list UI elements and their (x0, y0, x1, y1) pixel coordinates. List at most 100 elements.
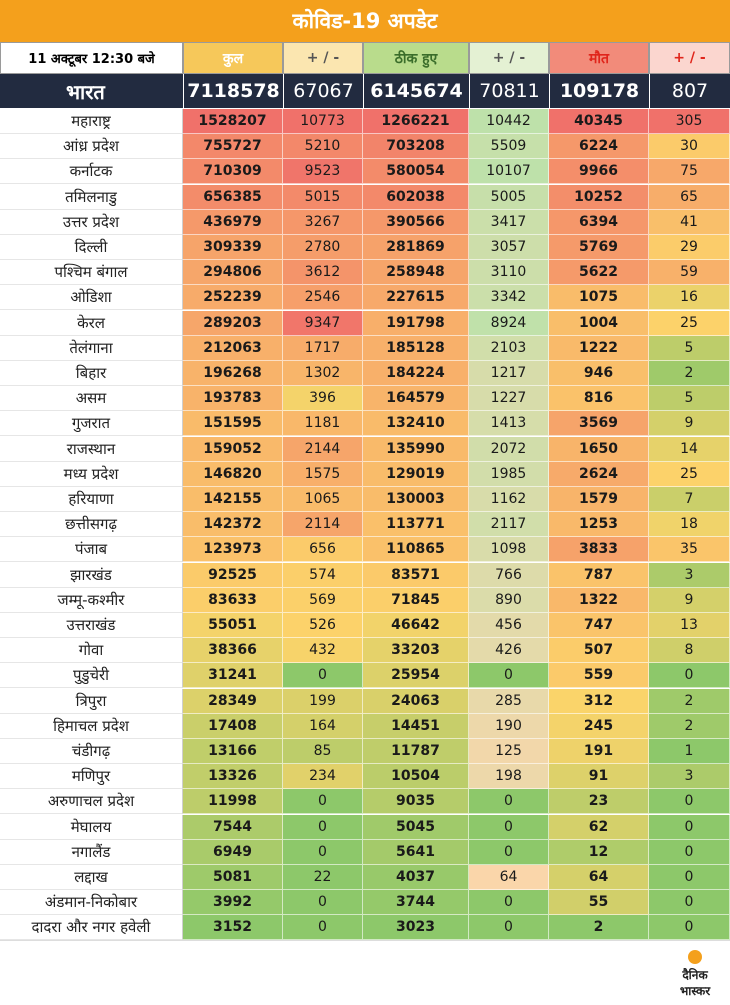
state-name: अंडमान-निकोबार (0, 890, 183, 916)
recovered-cell: 110865 (363, 537, 469, 563)
total-cell: 294806 (183, 260, 283, 286)
deaths-cell: 1004 (549, 310, 649, 336)
total-cell: 309339 (183, 235, 283, 260)
table-row: तेलंगाना 212063 1717 185128 2103 1222 5 (0, 335, 730, 361)
recovered-change-cell: 10107 (469, 159, 549, 185)
deaths-change-cell: 25 (649, 310, 730, 336)
recovered-change-cell: 1098 (469, 537, 549, 563)
deaths-cell: 3833 (549, 537, 649, 563)
table-row: राजस्थान 159052 2144 135990 2072 1650 14 (0, 436, 730, 462)
state-name: बिहार (0, 361, 183, 386)
total-change-cell: 0 (283, 663, 363, 689)
deaths-change-cell: 8 (649, 638, 730, 664)
recovered-cell: 24063 (363, 688, 469, 714)
table-row: बिहार 196268 1302 184224 1217 946 2 (0, 361, 730, 386)
table-row: पुडुचेरी 31241 0 25954 0 559 0 (0, 663, 730, 689)
state-name: राजस्थान (0, 436, 183, 462)
state-name: उत्तराखंड (0, 613, 183, 638)
table-row: जम्मू-कश्मीर 83633 569 71845 890 1322 9 (0, 587, 730, 613)
table-row: पश्चिम बंगाल 294806 3612 258948 3110 5622 59 (0, 260, 730, 286)
deaths-change-cell: 0 (649, 890, 730, 916)
deaths-change-cell: 5 (649, 335, 730, 361)
recovered-cell: 33203 (363, 638, 469, 664)
table-row: आंध्र प्रदेश 755727 5210 703208 5509 6224 30 (0, 134, 730, 160)
total-cell: 142155 (183, 487, 283, 512)
table-row: मणिपुर 13326 234 10504 198 91 3 (0, 764, 730, 790)
sun-icon (688, 950, 702, 964)
total-change-cell: 1302 (283, 361, 363, 386)
deaths-cell: 1222 (549, 335, 649, 361)
total-cell: 38366 (183, 638, 283, 664)
table-row: पंजाब 123973 656 110865 1098 3833 35 (0, 537, 730, 563)
recovered-cell: 135990 (363, 436, 469, 462)
total-change-cell: 2144 (283, 436, 363, 462)
recovered-cell: 258948 (363, 260, 469, 286)
state-name: पंजाब (0, 537, 183, 563)
table-header: 11 अक्टूबर 12:30 बजे कुल + / - ठीक हुए +… (0, 42, 730, 74)
footer (0, 940, 730, 1005)
logo-line-1: दैनिक (682, 968, 708, 982)
state-name: लद्दाख (0, 865, 183, 890)
recovered-change-cell: 3057 (469, 235, 549, 260)
total-cell: 656385 (183, 184, 283, 210)
recovered-change-cell: 3342 (469, 285, 549, 311)
table-row: नगालैंड 6949 0 5641 0 12 0 (0, 839, 730, 865)
table-row: अरुणाचल प्रदेश 11998 0 9035 0 23 0 (0, 789, 730, 815)
deaths-cell: 64 (549, 865, 649, 890)
recovered-cell: 602038 (363, 184, 469, 210)
total-change-cell: 396 (283, 386, 363, 412)
total-change-cell: 0 (283, 839, 363, 865)
recovered-cell: 25954 (363, 663, 469, 689)
total-cell: 146820 (183, 461, 283, 487)
recovered-change-cell: 1217 (469, 361, 549, 386)
recovered-change-cell: 426 (469, 638, 549, 664)
total-change-cell: 0 (283, 890, 363, 916)
total-cell: 212063 (183, 335, 283, 361)
total-cell: 289203 (183, 310, 283, 336)
deaths-cell: 23 (549, 789, 649, 815)
recovered-change-cell: 3417 (469, 209, 549, 235)
recovered-cell: 580054 (363, 159, 469, 185)
recovered-cell: 227615 (363, 285, 469, 311)
deaths-cell: 1322 (549, 587, 649, 613)
recovered-cell: 130003 (363, 487, 469, 512)
state-name: कर्नाटक (0, 159, 183, 185)
deaths-change-cell: 7 (649, 487, 730, 512)
recovered-cell: 5045 (363, 814, 469, 840)
state-name: महाराष्ट्र (0, 109, 183, 134)
deaths-change-cell: 18 (649, 512, 730, 538)
total-change-cell: 10773 (283, 109, 363, 134)
total-change-cell: 199 (283, 688, 363, 714)
deaths-change-cell: 9 (649, 587, 730, 613)
national-deaths-change: 807 (649, 74, 730, 108)
table-row: हरियाणा 142155 1065 130003 1162 1579 7 (0, 487, 730, 512)
total-cell: 710309 (183, 159, 283, 185)
total-cell: 123973 (183, 537, 283, 563)
total-change-cell: 3612 (283, 260, 363, 286)
recovered-cell: 390566 (363, 209, 469, 235)
recovered-change-cell: 125 (469, 739, 549, 764)
deaths-cell: 5622 (549, 260, 649, 286)
total-change-cell: 1181 (283, 411, 363, 437)
recovered-change-cell: 1162 (469, 487, 549, 512)
deaths-cell: 40345 (549, 109, 649, 134)
recovered-change-cell: 2072 (469, 436, 549, 462)
total-change-cell: 9523 (283, 159, 363, 185)
recovered-cell: 281869 (363, 235, 469, 260)
recovered-change-cell: 2117 (469, 512, 549, 538)
recovered-change-cell: 3110 (469, 260, 549, 286)
deaths-cell: 1253 (549, 512, 649, 538)
deaths-change-cell: 13 (649, 613, 730, 638)
total-cell: 3992 (183, 890, 283, 916)
state-name: नगालैंड (0, 839, 183, 865)
deaths-change-cell: 41 (649, 209, 730, 235)
recovered-change-cell: 190 (469, 713, 549, 739)
deaths-change-cell: 0 (649, 663, 730, 689)
total-cell: 17408 (183, 713, 283, 739)
total-cell: 92525 (183, 562, 283, 588)
deaths-change-cell: 0 (649, 839, 730, 865)
national-row: भारत 7118578 67067 6145674 70811 109178 … (0, 74, 730, 108)
deaths-change-cell: 3 (649, 764, 730, 790)
recovered-change-cell: 5509 (469, 134, 549, 160)
state-name: गुजरात (0, 411, 183, 437)
